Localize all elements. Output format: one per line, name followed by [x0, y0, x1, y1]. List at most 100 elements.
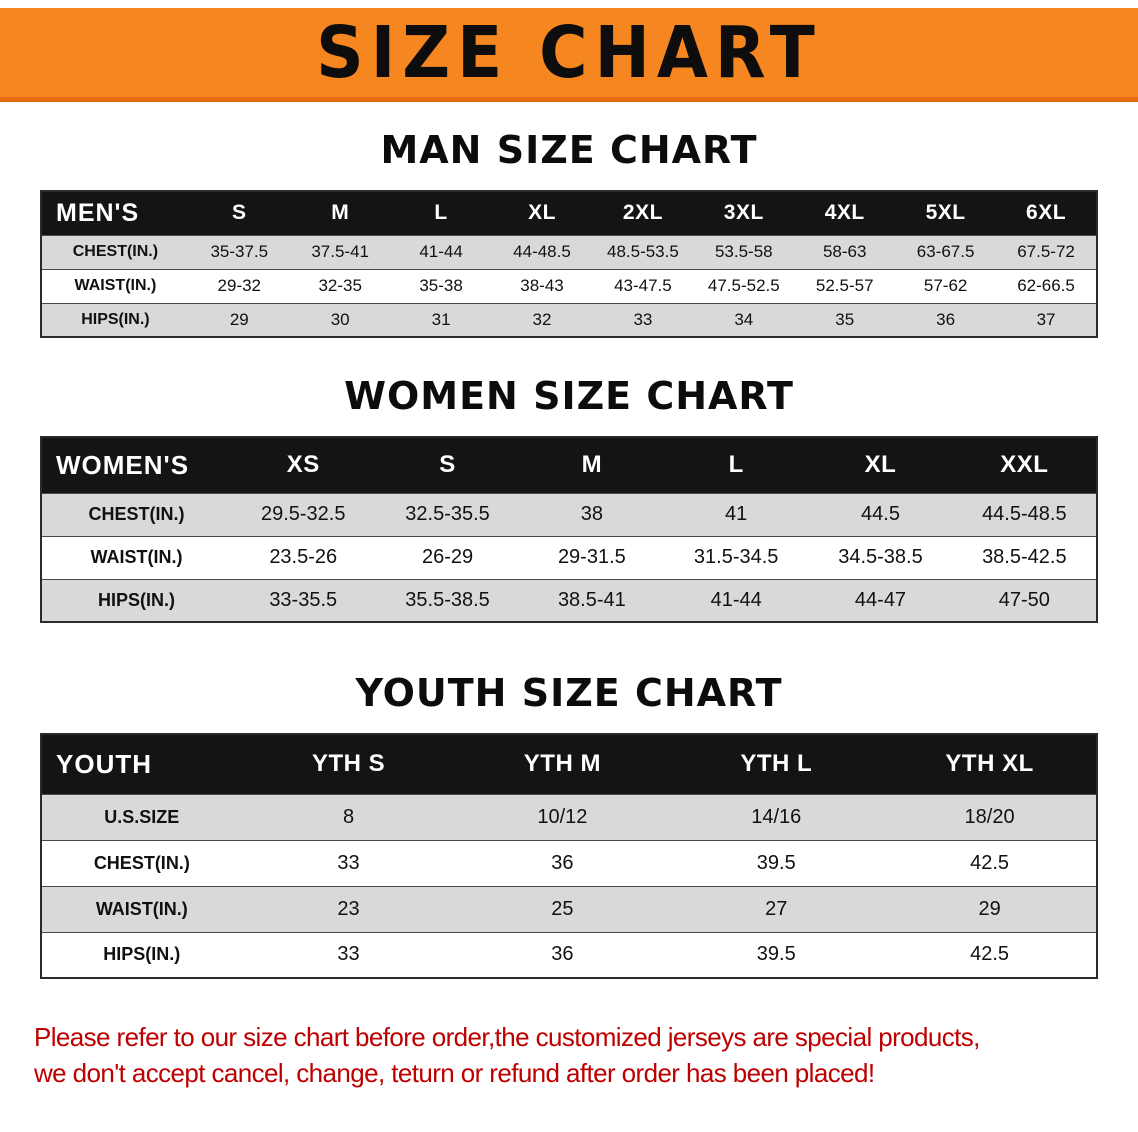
column-header: YTH L: [669, 734, 884, 794]
column-header: XS: [231, 437, 376, 493]
table-row: WAIST(IN.) 29-32 32-35 35-38 38-43 43-47.5 47.…: [41, 268, 1097, 303]
table-cell: 37: [996, 302, 1097, 337]
table-cell: 48.5-53.5: [592, 234, 694, 269]
row-label: HIPS(IN.): [41, 302, 189, 337]
youth-size-table-grid: YOUTH YTH S YTH M YTH L YTH XL U.S.SIZE 8 10/12…: [40, 733, 1098, 979]
man-size-chart-heading: MAN SIZE CHART: [380, 128, 758, 172]
table-cell: 27: [669, 885, 884, 932]
table-cell: 18/20: [883, 793, 1097, 840]
banner: SIZE CHART: [0, 8, 1138, 102]
table-cell: 34.5-38.5: [808, 535, 953, 579]
table-header-row: WOMEN'S XS S M L XL XXL: [41, 437, 1097, 493]
table-cell: 29.5-32.5: [231, 492, 376, 536]
order-notice-line1: Please refer to our size chart before or…: [34, 1022, 980, 1052]
table-cell: 14/16: [669, 793, 884, 840]
table-cell: 33-35.5: [231, 578, 376, 622]
column-header: 2XL: [592, 191, 694, 235]
row-label: CHEST(IN.): [41, 492, 232, 536]
women-size-table-grid: WOMEN'S XS S M L XL XXL CHEST(IN.) 29.5-32.5 32.5…: [40, 436, 1098, 623]
table-cell: 36: [895, 302, 997, 337]
table-row: HIPS(IN.) 33-35.5 35.5-38.5 38.5-41 41-44 44-…: [41, 578, 1097, 622]
table-cell: 58-63: [794, 234, 896, 269]
table-cell: 32: [491, 302, 593, 337]
column-header: 4XL: [794, 191, 896, 235]
table-cell: 34: [693, 302, 795, 337]
table-cell: 62-66.5: [996, 268, 1097, 303]
order-notice-line2: we don't accept cancel, change, teturn o…: [34, 1058, 875, 1089]
table-cell: 41-44: [390, 234, 492, 269]
table-cell: 23: [241, 885, 456, 932]
column-header: XXL: [952, 437, 1097, 493]
table-row: WAIST(IN.) 23.5-26 26-29 29-31.5 31.5-34.5 34…: [41, 535, 1097, 579]
table-cell: 36: [455, 839, 670, 886]
table-cell: 33: [241, 931, 456, 978]
table-cell: 32.5-35.5: [375, 492, 520, 536]
table-cell: 44.5-48.5: [952, 492, 1097, 536]
row-label: WAIST(IN.): [41, 885, 242, 932]
row-label: HIPS(IN.): [41, 578, 232, 622]
table-cell: 38.5-42.5: [952, 535, 1097, 579]
table-cell: 38: [519, 492, 665, 536]
table-cell: 37.5-41: [289, 234, 391, 269]
men-size-table: MEN'S S M L XL 2XL 3XL 4XL 5XL 6XL CHEST(IN.) 35-37…: [40, 190, 1098, 338]
table-cell: 35.5-38.5: [375, 578, 520, 622]
row-label: U.S.SIZE: [41, 793, 242, 840]
column-header: L: [664, 437, 809, 493]
women-size-table: WOMEN'S XS S M L XL XXL CHEST(IN.) 29.5-32.5 32.5…: [40, 436, 1098, 623]
table-cell: 39.5: [669, 839, 884, 886]
table-cell: 35-38: [390, 268, 492, 303]
column-header: YTH S: [241, 734, 456, 794]
table-cell: 38-43: [491, 268, 593, 303]
table-cell: 41-44: [664, 578, 809, 622]
table-cell: 44.5: [808, 492, 953, 536]
column-header: YTH XL: [883, 734, 1097, 794]
column-header: 6XL: [996, 191, 1097, 235]
table-row: U.S.SIZE 8 10/12 14/16 18/20: [41, 793, 1097, 840]
table-cell: 32-35: [289, 268, 391, 303]
table-cell: 31: [390, 302, 492, 337]
table-cell: 57-62: [895, 268, 997, 303]
table-corner-label: MEN'S: [41, 191, 189, 235]
row-label: HIPS(IN.): [41, 931, 242, 978]
table-cell: 8: [241, 793, 456, 840]
table-cell: 33: [241, 839, 456, 886]
order-notice: Please refer to our size chart before or…: [0, 1019, 1138, 1092]
column-header: 5XL: [895, 191, 997, 235]
table-cell: 39.5: [669, 931, 884, 978]
table-row: CHEST(IN.) 29.5-32.5 32.5-35.5 38 41 44.5 44.5…: [41, 492, 1097, 536]
table-row: WAIST(IN.) 23 25 27 29: [41, 885, 1097, 932]
size-chart-page: SIZE CHART MAN SIZE CHART MEN'S S M L XL 2XL 3…: [0, 8, 1138, 1132]
row-label: CHEST(IN.): [41, 234, 189, 269]
table-cell: 44-47: [808, 578, 953, 622]
table-cell: 52.5-57: [794, 268, 896, 303]
table-cell: 35-37.5: [188, 234, 290, 269]
table-cell: 43-47.5: [592, 268, 694, 303]
row-label: WAIST(IN.): [41, 535, 232, 579]
column-header: 3XL: [693, 191, 795, 235]
column-header: M: [289, 191, 391, 235]
table-cell: 31.5-34.5: [664, 535, 809, 579]
size-chart-title: SIZE CHART: [316, 10, 822, 95]
youth-size-table: YOUTH YTH S YTH M YTH L YTH XL U.S.SIZE 8 10/12…: [40, 733, 1098, 979]
table-header-row: YOUTH YTH S YTH M YTH L YTH XL: [41, 734, 1097, 794]
table-cell: 30: [289, 302, 391, 337]
table-cell: 29-32: [188, 268, 290, 303]
table-row: CHEST(IN.) 33 36 39.5 42.5: [41, 839, 1097, 886]
table-cell: 23.5-26: [231, 535, 376, 579]
table-cell: 29: [188, 302, 290, 337]
table-cell: 47.5-52.5: [693, 268, 795, 303]
table-corner-label: WOMEN'S: [41, 437, 232, 493]
table-cell: 42.5: [883, 931, 1097, 978]
table-corner-label: YOUTH: [41, 734, 242, 794]
table-cell: 29-31.5: [519, 535, 665, 579]
table-cell: 53.5-58: [693, 234, 795, 269]
column-header: S: [188, 191, 290, 235]
youth-size-chart-heading: YOUTH SIZE CHART: [355, 671, 783, 715]
column-header: XL: [491, 191, 593, 235]
table-cell: 36: [455, 931, 670, 978]
row-label: CHEST(IN.): [41, 839, 242, 886]
women-size-chart-heading: WOMEN SIZE CHART: [344, 374, 794, 418]
table-cell: 26-29: [375, 535, 520, 579]
table-header-row: MEN'S S M L XL 2XL 3XL 4XL 5XL 6XL: [41, 191, 1097, 235]
table-cell: 38.5-41: [519, 578, 665, 622]
